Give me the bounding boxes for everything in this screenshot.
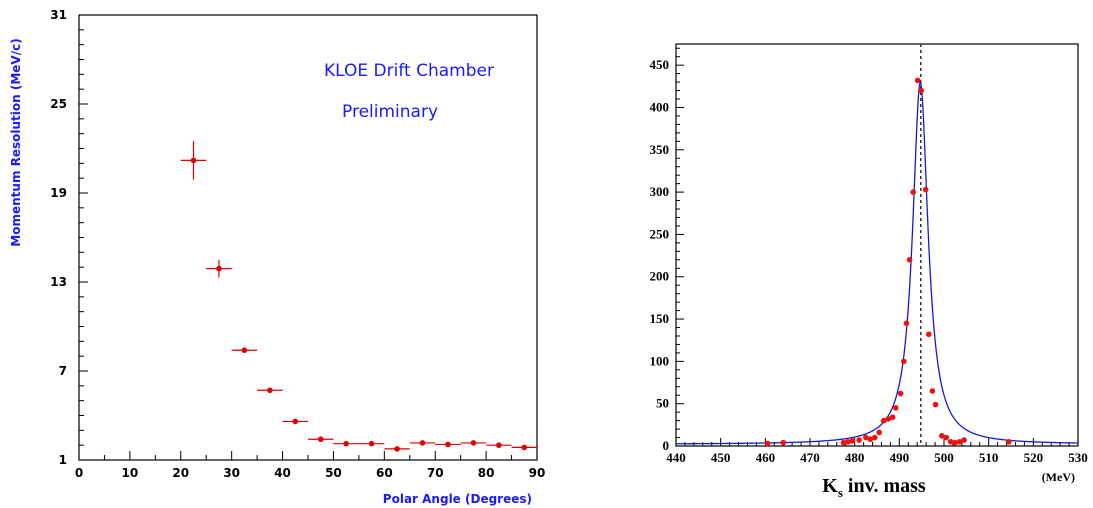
annotation-preliminary: Preliminary [342, 102, 438, 122]
data-point [849, 438, 856, 444]
data-point [938, 433, 945, 439]
data-point [918, 87, 925, 94]
data-point [496, 442, 502, 448]
data-point [343, 440, 349, 447]
data-point [470, 440, 477, 446]
x-axis-title: Ks inv. mass [822, 475, 926, 500]
y-tick-label: 50 [656, 396, 669, 411]
data-point [419, 440, 426, 446]
y-tick-label: 31 [50, 8, 67, 22]
x-tick-label: 500 [934, 450, 954, 465]
data-point [922, 186, 929, 193]
data-point [901, 358, 907, 365]
histogram [765, 79, 1011, 445]
data-point [892, 405, 899, 411]
data-point [932, 401, 939, 408]
data-point [929, 388, 936, 394]
x-tick-label: 30 [223, 466, 240, 480]
plot-frame [78, 14, 538, 461]
data-point [947, 438, 954, 445]
data-point [889, 414, 896, 421]
data-point [956, 438, 963, 445]
x-tick-label: 510 [979, 450, 999, 465]
y-tick-label: 100 [650, 353, 670, 368]
data-point [910, 189, 916, 195]
y-tick-label: 450 [650, 57, 670, 72]
data-point [780, 439, 786, 446]
data-point [880, 417, 887, 424]
x-tick-label: 60 [376, 466, 393, 480]
x-tick-label: 80 [478, 466, 495, 480]
x-tick-label: 70 [427, 466, 444, 480]
data-point [241, 347, 248, 354]
y-tick-label: 250 [650, 226, 670, 241]
data-point [317, 436, 324, 443]
x-tick-label: 470 [800, 450, 820, 465]
y-tick-label: 25 [50, 97, 67, 111]
x-tick-label: 40 [274, 466, 291, 480]
momentum-resolution-chart: 0 10 20 30 40 50 60 70 80 90 1 7 13 19 25 31 Polar Angle… [9, 8, 546, 506]
data-point [871, 434, 878, 441]
data-point [764, 440, 771, 447]
x-tick-label: 10 [122, 466, 139, 480]
data-point [952, 439, 958, 446]
y-tick-label: 350 [650, 142, 670, 157]
data-point [445, 441, 451, 448]
y-tick-label: 7 [59, 364, 67, 378]
data-point [845, 438, 851, 445]
data-point [267, 387, 273, 394]
plot-frame [675, 43, 1079, 447]
data-point [926, 331, 932, 338]
data-point [1005, 438, 1012, 445]
x-tick-label: 460 [756, 450, 776, 465]
x-tick-label: 480 [845, 450, 865, 465]
x-tick-label: 440 [666, 450, 686, 465]
data-point [840, 439, 847, 446]
x-tick-label: 0 [75, 466, 83, 480]
data-point [867, 436, 874, 443]
data-point [897, 390, 904, 397]
y-tick-label: 150 [650, 311, 670, 326]
y-tick-label: 19 [50, 186, 67, 200]
y-axis-title: Momentum Resolution (MeV/c) [9, 38, 23, 246]
data-point [190, 157, 197, 164]
data-point [216, 265, 222, 272]
y-tick-label: 300 [650, 184, 670, 199]
x-tick-label: 490 [890, 450, 910, 465]
data-point [914, 77, 921, 84]
data-point [292, 418, 299, 425]
x-axis-title: Polar Angle (Degrees) [383, 492, 532, 506]
annotation-experiment: KLOE Drift Chamber [324, 61, 494, 81]
x-tick-label: 20 [172, 466, 189, 480]
x-tick-label: 50 [325, 466, 342, 480]
y-tick-label: 1 [59, 453, 67, 467]
y-tick-label: 0 [663, 438, 670, 453]
data-point [856, 437, 862, 443]
data-point [368, 440, 375, 447]
data-point [876, 429, 883, 436]
data-point [943, 434, 950, 441]
x-tick-label: 530 [1068, 450, 1088, 465]
x-axis-unit: (MeV) [1042, 470, 1075, 484]
data-point [961, 437, 967, 443]
fit-curve [676, 81, 1079, 445]
data-point [394, 446, 400, 452]
data-point [863, 434, 869, 441]
x-tick-label: 520 [1024, 450, 1044, 465]
data-point [903, 320, 910, 327]
x-tick-label: 450 [711, 450, 731, 465]
x-tick-label: 90 [529, 466, 546, 480]
data-point [906, 257, 913, 263]
data-point [521, 444, 528, 451]
y-tick-label: 400 [650, 99, 670, 114]
data-point [885, 416, 891, 422]
y-tick-label: 200 [650, 269, 670, 284]
y-tick-label: 13 [50, 275, 67, 289]
